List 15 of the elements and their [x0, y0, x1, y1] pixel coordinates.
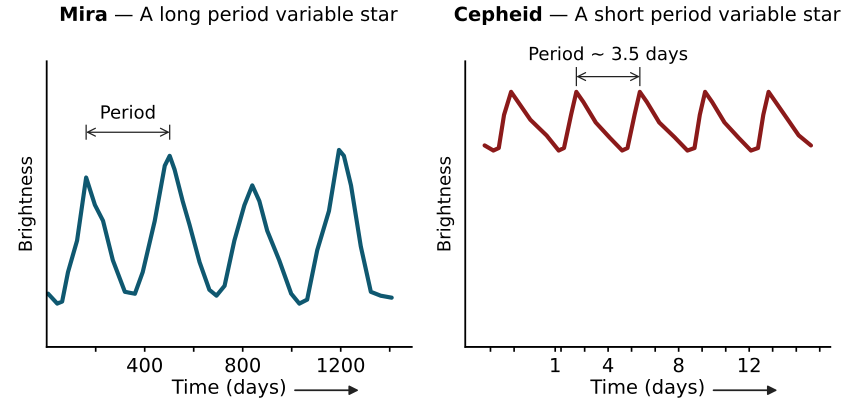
chart-title: Cepheid — A short period variable star: [454, 6, 841, 25]
x-axis-title: Time (days): [172, 378, 285, 398]
x-tick-label: 1: [551, 358, 560, 372]
y-axis-title: Brightness: [18, 156, 36, 250]
y-axis-title: Brightness: [436, 156, 454, 250]
x-tick-label: 1200: [318, 358, 364, 372]
x-axis-title: Time (days): [590, 378, 704, 398]
x-tick-label: 400: [127, 358, 162, 372]
text: Period: [102, 104, 154, 119]
x-tick-label: 12: [738, 358, 760, 372]
x-tick-label: 800: [225, 358, 260, 372]
x-tick-label: 8: [674, 358, 684, 372]
x-tick-label: 4: [602, 358, 614, 372]
text: Period ~ 3.5 days: [530, 46, 688, 64]
chart-title: Mira — A long period variable star: [60, 6, 398, 25]
